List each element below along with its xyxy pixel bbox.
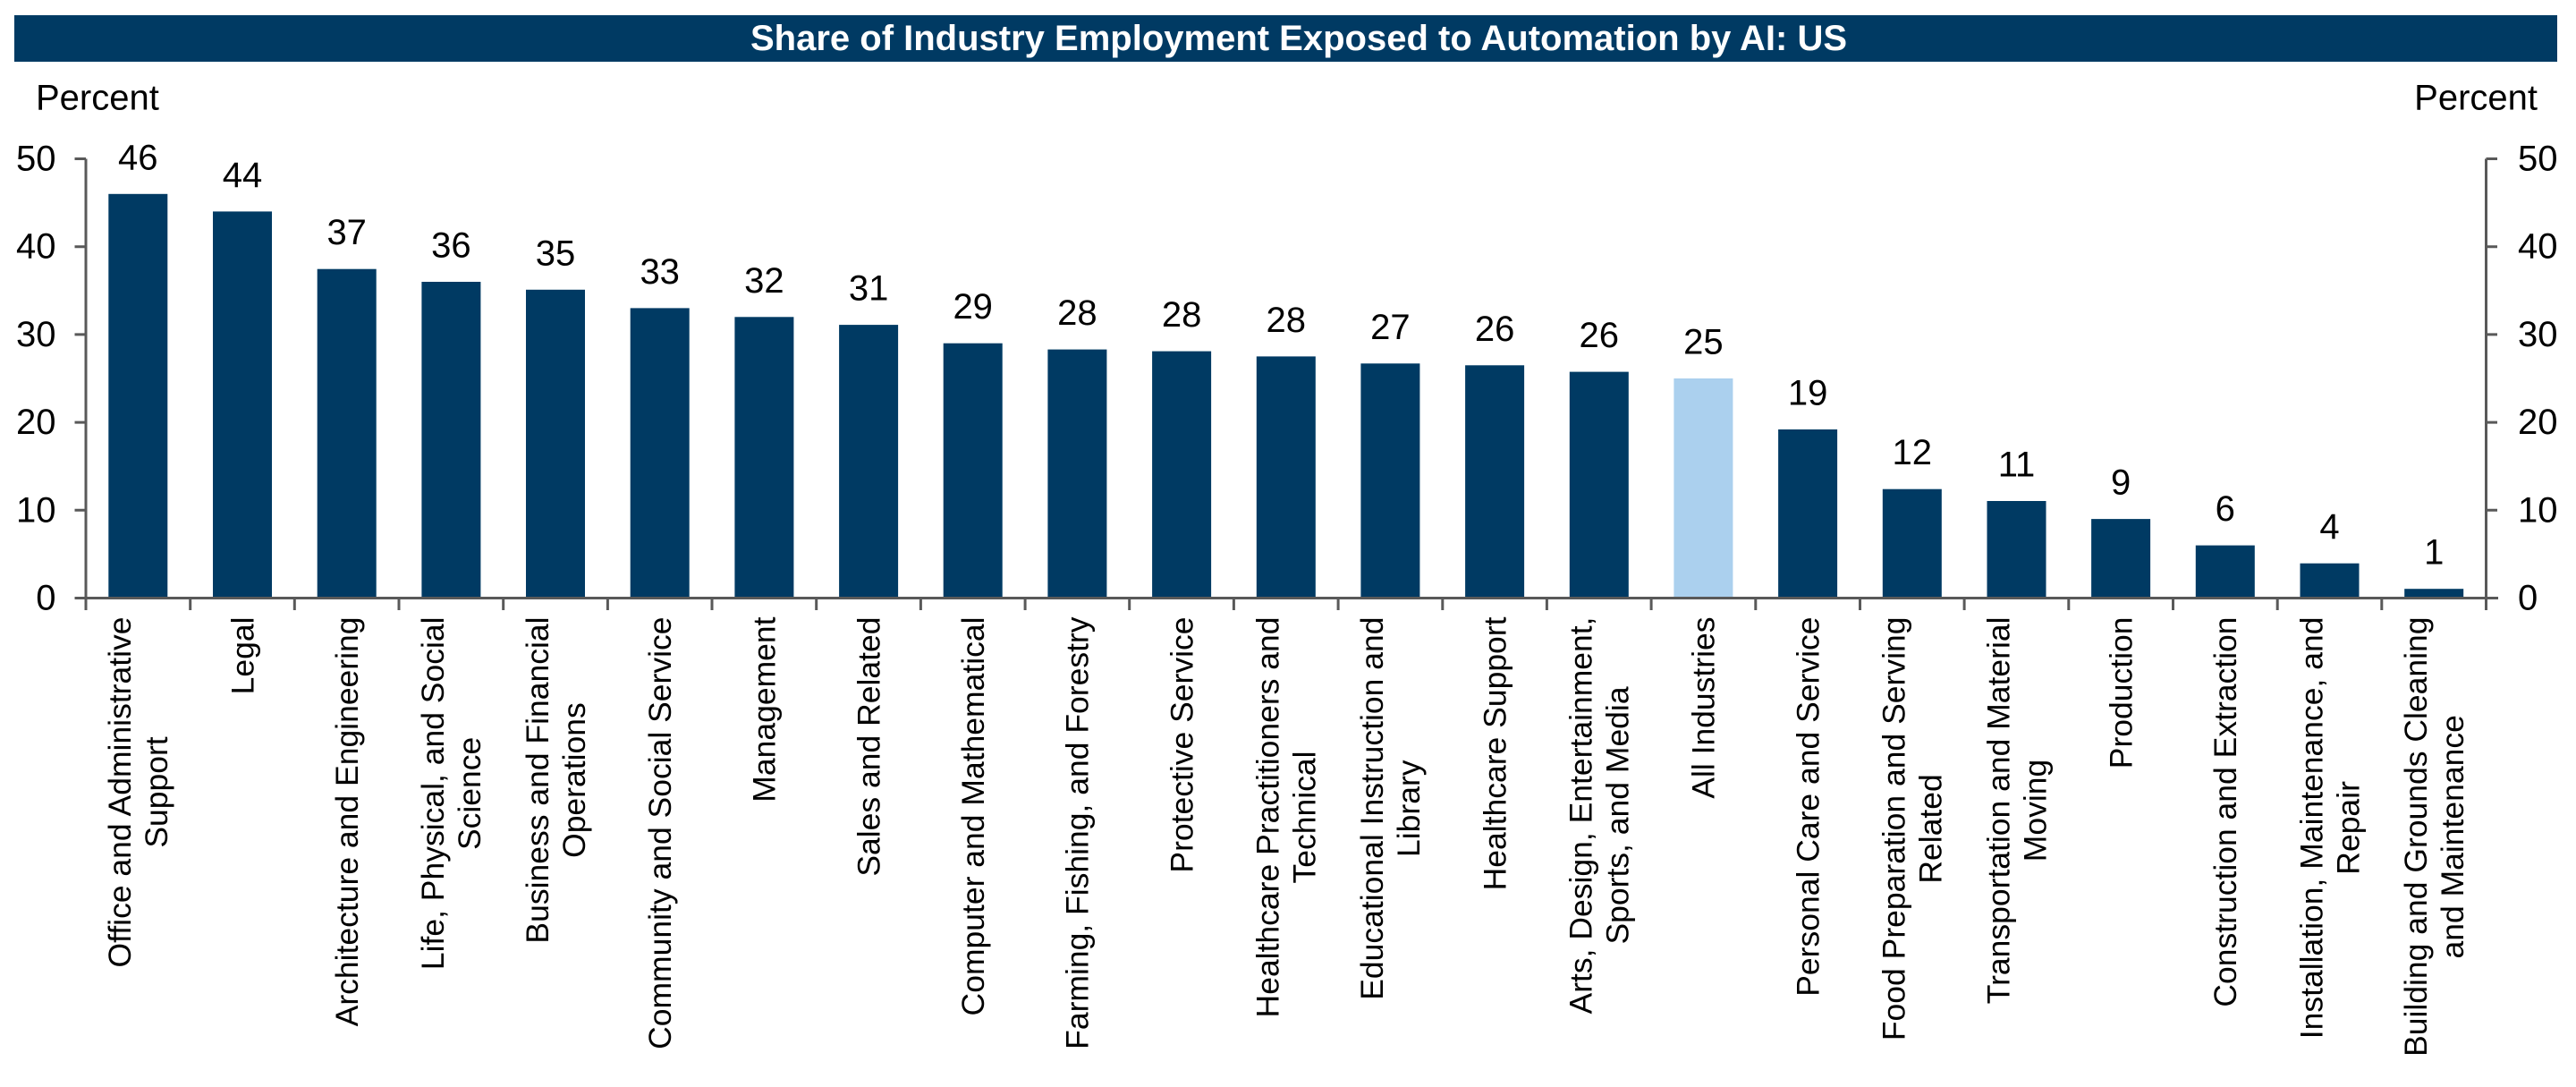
- svg-text:Protective Service: Protective Service: [1164, 617, 1199, 873]
- svg-text:Library: Library: [1391, 760, 1427, 857]
- svg-text:Building and Grounds Cleaning: Building and Grounds Cleaning: [2398, 617, 2434, 1057]
- svg-text:Percent: Percent: [2414, 79, 2538, 118]
- svg-text:12: 12: [1893, 433, 1933, 472]
- svg-text:Arts, Design, Entertainment,: Arts, Design, Entertainment,: [1563, 617, 1599, 1015]
- svg-text:Management: Management: [747, 616, 783, 802]
- svg-text:Operations: Operations: [556, 702, 592, 858]
- svg-text:9: 9: [2111, 463, 2131, 503]
- svg-text:28: 28: [1267, 301, 1307, 340]
- svg-text:Educational Instruction and: Educational Instruction and: [1354, 617, 1390, 1000]
- svg-text:All Industries: All Industries: [1686, 617, 1722, 799]
- svg-text:32: 32: [744, 261, 784, 301]
- svg-text:Transportation and Material: Transportation and Material: [1980, 617, 2016, 1005]
- svg-text:37: 37: [326, 213, 367, 252]
- svg-text:Personal Care and Service: Personal Care and Service: [1790, 617, 1826, 997]
- svg-text:Legal: Legal: [225, 617, 260, 695]
- svg-text:0: 0: [36, 579, 55, 618]
- svg-text:33: 33: [640, 252, 680, 292]
- svg-text:31: 31: [849, 269, 889, 309]
- svg-text:20: 20: [2518, 403, 2558, 442]
- svg-text:Production: Production: [2103, 617, 2139, 769]
- svg-text:Moving: Moving: [2017, 760, 2053, 862]
- svg-text:Percent: Percent: [36, 79, 159, 118]
- svg-text:Sales and Related: Sales and Related: [851, 617, 886, 877]
- svg-text:Share of Industry Employment E: Share of Industry Employment Exposed to …: [750, 19, 1847, 58]
- svg-text:Science: Science: [452, 737, 487, 850]
- svg-text:Community and Social Service: Community and Social Service: [642, 617, 678, 1049]
- svg-text:Related: Related: [1913, 774, 1949, 883]
- svg-text:10: 10: [2518, 490, 2558, 530]
- svg-text:Healthcare Practitioners and: Healthcare Practitioners and: [1250, 617, 1286, 1018]
- svg-text:30: 30: [2518, 315, 2558, 354]
- svg-text:25: 25: [1683, 323, 1724, 362]
- svg-text:28: 28: [1162, 295, 1202, 335]
- svg-text:4: 4: [2319, 507, 2339, 547]
- svg-text:Healthcare Support: Healthcare Support: [1477, 616, 1513, 890]
- svg-text:30: 30: [16, 315, 56, 354]
- svg-text:Support: Support: [139, 736, 174, 847]
- svg-text:Computer and Mathematical: Computer and Mathematical: [955, 617, 991, 1016]
- svg-text:44: 44: [223, 156, 263, 195]
- svg-text:46: 46: [118, 138, 158, 177]
- svg-text:26: 26: [1580, 316, 1620, 355]
- svg-text:50: 50: [16, 140, 56, 179]
- svg-text:27: 27: [1370, 308, 1411, 347]
- svg-text:26: 26: [1475, 310, 1515, 349]
- svg-text:0: 0: [2518, 579, 2538, 618]
- svg-text:Business and Financial: Business and Financial: [520, 617, 555, 944]
- svg-text:19: 19: [1788, 374, 1828, 413]
- svg-text:10: 10: [16, 490, 56, 530]
- svg-text:1: 1: [2424, 533, 2444, 573]
- svg-text:29: 29: [953, 287, 993, 327]
- svg-text:40: 40: [2518, 227, 2558, 267]
- svg-text:Sports, and Media: Sports, and Media: [1600, 686, 1636, 944]
- svg-text:Construction and Extraction: Construction and Extraction: [2207, 617, 2243, 1007]
- svg-text:Repair: Repair: [2330, 781, 2366, 875]
- svg-text:50: 50: [2518, 140, 2558, 179]
- svg-text:11: 11: [1998, 446, 2036, 485]
- svg-text:Installation, Maintenance, and: Installation, Maintenance, and: [2293, 617, 2329, 1040]
- svg-text:36: 36: [431, 226, 471, 266]
- svg-text:Office and Administrative: Office and Administrative: [102, 617, 138, 968]
- svg-text:28: 28: [1057, 293, 1097, 333]
- svg-text:Technical: Technical: [1287, 752, 1323, 884]
- svg-text:and Maintenance: and Maintenance: [2435, 715, 2470, 958]
- svg-text:Architecture and Engineering: Architecture and Engineering: [329, 617, 365, 1027]
- svg-text:40: 40: [16, 227, 56, 267]
- svg-text:Life, Physical, and Social: Life, Physical, and Social: [415, 617, 451, 971]
- svg-text:Farming, Fishing, and Forestry: Farming, Fishing, and Forestry: [1060, 616, 1096, 1049]
- svg-text:6: 6: [2216, 489, 2235, 529]
- svg-text:20: 20: [16, 403, 56, 442]
- svg-text:Food Preparation and Serving: Food Preparation and Serving: [1877, 617, 1912, 1041]
- svg-text:35: 35: [536, 234, 576, 273]
